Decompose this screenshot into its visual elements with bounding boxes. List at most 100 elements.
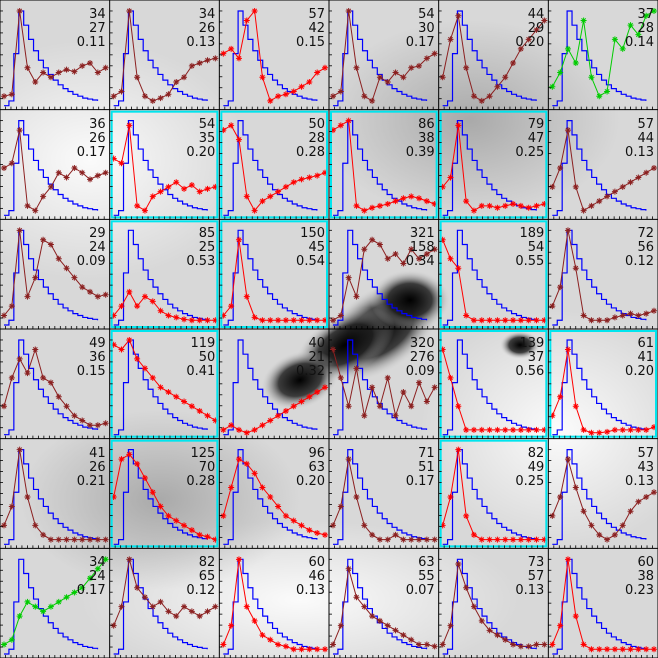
data-point [423, 198, 430, 205]
data-point [439, 641, 446, 648]
data-point [510, 536, 517, 543]
data-point [478, 426, 485, 433]
data-point [149, 489, 156, 496]
data-point [87, 575, 94, 582]
highlight-box [110, 330, 219, 438]
data-point [384, 536, 391, 543]
data-point [267, 97, 274, 104]
data-point [588, 202, 595, 209]
data-point [188, 608, 195, 615]
data-point [251, 426, 258, 433]
data-point [455, 12, 462, 19]
plot-cell-r1-c3 [330, 110, 438, 219]
data-point [564, 456, 571, 463]
data-point [400, 536, 407, 543]
data-point [24, 64, 31, 71]
plot-cell-r3-c3 [330, 339, 438, 436]
data-point [431, 246, 438, 253]
data-point [330, 641, 336, 648]
data-point [525, 36, 532, 43]
data-point [470, 317, 477, 324]
data-point [16, 127, 23, 134]
data-point [455, 403, 462, 410]
data-point [541, 426, 548, 433]
data-point [502, 636, 509, 643]
data-point [384, 200, 391, 207]
data-point [431, 200, 438, 207]
data-point [134, 303, 141, 310]
data-point [541, 17, 548, 24]
plot-cell-r0-c3 [330, 7, 438, 107]
data-point [604, 317, 611, 324]
data-point [259, 198, 266, 205]
data-point [228, 622, 235, 629]
data-point [345, 7, 352, 14]
data-point [400, 195, 407, 202]
data-point [416, 62, 423, 69]
data-point [212, 417, 219, 424]
plot-cell-r5-c5 [549, 556, 657, 655]
data-point [392, 198, 399, 205]
data-point [557, 393, 564, 400]
data-point [149, 298, 156, 305]
data-point [322, 169, 328, 176]
data-point [314, 529, 321, 536]
data-point [369, 204, 376, 211]
data-point [369, 97, 376, 104]
plot-cell-r2-c0 [1, 227, 109, 326]
data-point [251, 207, 258, 214]
data-point [533, 426, 540, 433]
data-point [392, 627, 399, 634]
data-point [517, 536, 524, 543]
data-point [204, 608, 211, 615]
plot-cell-r1-c1 [110, 110, 219, 219]
data-point [306, 527, 313, 534]
data-point [126, 7, 133, 14]
data-point [580, 312, 587, 319]
data-point [259, 484, 266, 491]
data-point [63, 403, 70, 410]
reference-curve [223, 10, 318, 107]
plot-cell-r0-c2 [220, 7, 328, 107]
data-point [455, 446, 462, 453]
data-point [235, 426, 242, 433]
plot-cell-r1-c0 [1, 120, 109, 216]
data-point [71, 68, 78, 75]
plot-cell-r2-c4 [439, 220, 548, 328]
data-point [643, 12, 650, 19]
plot-cell-r4-c3 [330, 449, 438, 545]
data-point [439, 522, 446, 529]
data-point [47, 379, 54, 386]
data-point [361, 412, 368, 419]
data-point [149, 374, 156, 381]
data-point [173, 78, 180, 85]
data-point [486, 202, 493, 209]
data-point [251, 314, 258, 321]
reference-curve [442, 449, 537, 545]
data-point [651, 646, 657, 653]
data-point [337, 374, 344, 381]
data-point [228, 45, 235, 52]
data-point [157, 384, 164, 391]
data-point [243, 460, 250, 467]
data-point [306, 78, 313, 85]
data-point [572, 265, 579, 272]
plot-cell-r1-c4 [439, 110, 548, 219]
data-point [110, 493, 117, 500]
data-point [235, 236, 242, 243]
data-point [204, 317, 211, 324]
data-point [651, 7, 657, 14]
data-point [102, 556, 109, 563]
data-point [416, 641, 423, 648]
data-point [188, 317, 195, 324]
data-point [110, 622, 117, 629]
data-point [486, 93, 493, 100]
data-point [306, 174, 313, 181]
data-point [212, 317, 219, 324]
data-point [596, 531, 603, 538]
data-point [478, 617, 485, 624]
data-point [439, 346, 446, 353]
data-point [502, 202, 509, 209]
data-point [478, 536, 485, 543]
data-point [604, 193, 611, 200]
